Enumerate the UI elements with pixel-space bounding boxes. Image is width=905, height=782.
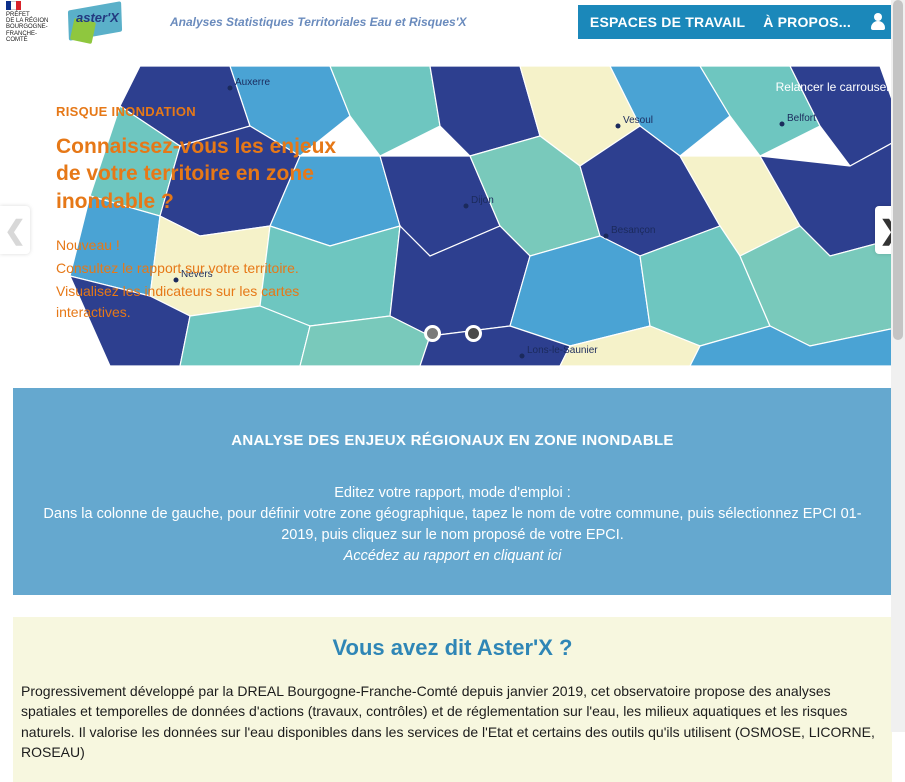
carousel-headline: Connaissez-vous les enjeux de votre terr… (56, 133, 346, 215)
about-panel-body: Progressivement développé par la DREAL B… (21, 681, 884, 762)
logo-asterx-label: aster'X (76, 10, 119, 25)
carousel-kicker: RISQUE INONDATION (56, 104, 346, 119)
carousel-dots (424, 325, 482, 342)
about-panel: Vous avez dit Aster'X ? Progressivement … (13, 617, 892, 782)
page-scrollbar[interactable] (891, 0, 905, 732)
carousel-body-line: Consultez le rapport sur votre territoir… (56, 258, 346, 279)
svg-text:Auxerre: Auxerre (235, 77, 270, 88)
carousel-caption: RISQUE INONDATION Connaissez-vous les en… (56, 104, 346, 325)
svg-text:Besançon: Besançon (611, 225, 655, 236)
analysis-panel: ANALYSE DES ENJEUX RÉGIONAUX EN ZONE INO… (13, 388, 892, 595)
site-tagline: Analyses Statistiques Territoriales Eau … (170, 15, 467, 29)
prefet-line: BOURGOGNE- (6, 24, 52, 30)
relancer-carousel-link[interactable]: Relancer le carrousel (776, 80, 889, 94)
analysis-panel-line1: Editez votre rapport, mode d'emploi : (33, 483, 872, 504)
top-nav: ESPACES DE TRAVAIL À PROPOS... (578, 5, 899, 39)
carousel-prev-button[interactable]: ❮ (0, 206, 30, 254)
nav-apropos[interactable]: À PROPOS... (763, 14, 851, 30)
header: PRÉFET DE LA RÉGION BOURGOGNE- FRANCHE-C… (0, 0, 905, 46)
analysis-panel-report-link[interactable]: Accédez au rapport en cliquant ici (33, 546, 872, 567)
about-panel-heading: Vous avez dit Aster'X ? (21, 635, 884, 661)
svg-text:Dijon: Dijon (471, 195, 494, 206)
scrollbar-thumb[interactable] (893, 0, 903, 340)
logo-asterx[interactable]: aster'X (64, 2, 134, 42)
chevron-left-icon: ❮ (4, 215, 26, 246)
analysis-panel-heading: ANALYSE DES ENJEUX RÉGIONAUX EN ZONE INO… (33, 432, 872, 449)
svg-text:Lons-le-Saunier: Lons-le-Saunier (527, 345, 598, 356)
carousel-dot-0[interactable] (424, 325, 441, 342)
carousel-body-line: Visualisez les indicateurs sur les carte… (56, 281, 346, 323)
prefet-line: FRANCHE-COMTÉ (6, 31, 52, 44)
analysis-panel-line2: Dans la colonne de gauche, pour définir … (33, 504, 872, 546)
flag-icon (6, 1, 52, 10)
carousel-dot-1[interactable] (465, 325, 482, 342)
nav-espaces[interactable]: ESPACES DE TRAVAIL (590, 14, 745, 30)
user-icon[interactable] (869, 13, 887, 31)
logo-prefet: PRÉFET DE LA RÉGION BOURGOGNE- FRANCHE-C… (6, 1, 52, 43)
svg-text:Vesoul: Vesoul (623, 115, 653, 126)
carousel-body-line: Nouveau ! (56, 235, 346, 256)
hero-carousel: AuxerreDijonVesoulBelfortBesançonNeversL… (0, 66, 905, 366)
svg-text:Belfort: Belfort (787, 113, 816, 124)
